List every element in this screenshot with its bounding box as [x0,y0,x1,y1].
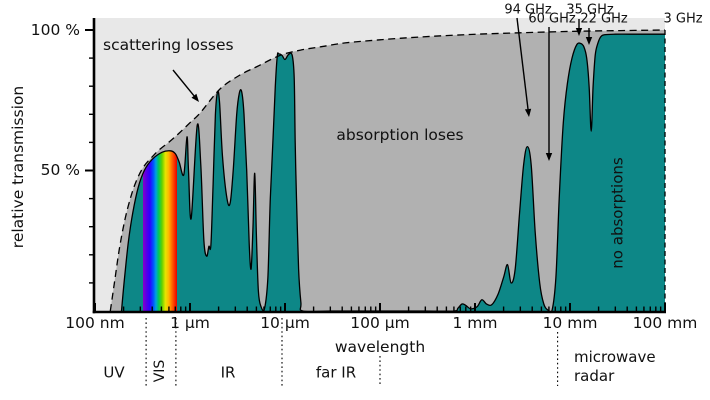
transmission-windows-area [121,34,665,313]
ghz-label: 60 GHz [528,11,576,27]
ghz-arrow-1 [545,27,553,161]
axes [85,18,666,314]
band-label-far-ir: far IR [315,363,357,382]
absorption-loses-label: absorption loses [336,126,464,145]
y-tick-label-100: 100 % [30,21,80,39]
x-tick-label: 1 µm [170,314,210,333]
y-tick-label-50: 50 % [40,161,80,179]
scattering-losses-label: scattering losses [103,36,234,54]
ghz-arrow-0 [516,17,532,117]
ghz-label: 94 GHz [504,2,552,18]
x-tick-label: 10 µm [260,314,310,333]
band-label-ir: IR [220,363,236,382]
x-tick-label: 100 µm [350,314,410,333]
band-label-microwave: microwave [574,348,656,366]
ghz-arrow-2 [575,19,583,36]
ghz-label: 35 GHz [566,2,614,18]
ghz-arrow-3 [585,28,593,45]
x-tick-label: 1 mm [452,314,498,333]
transmission-outline [120,33,666,314]
x-tick-label: 10 mm [542,314,598,333]
band-label-vis: VIS [151,359,168,383]
x-tick-label: 100 nm [65,314,125,333]
band-label-radar: radar [574,367,615,385]
band-label-uv: UV [103,363,125,382]
x-tick-label: 100 mm [632,314,698,333]
scattering-envelope-dashed [109,29,666,312]
ghz-label: 22 GHz [580,11,628,27]
scattering-losses-arrow [172,69,199,102]
ghz-label: 3 GHz [663,11,703,27]
no-absorptions-label: no absorptions [608,157,627,269]
x-axis-title: wavelength [334,338,426,357]
